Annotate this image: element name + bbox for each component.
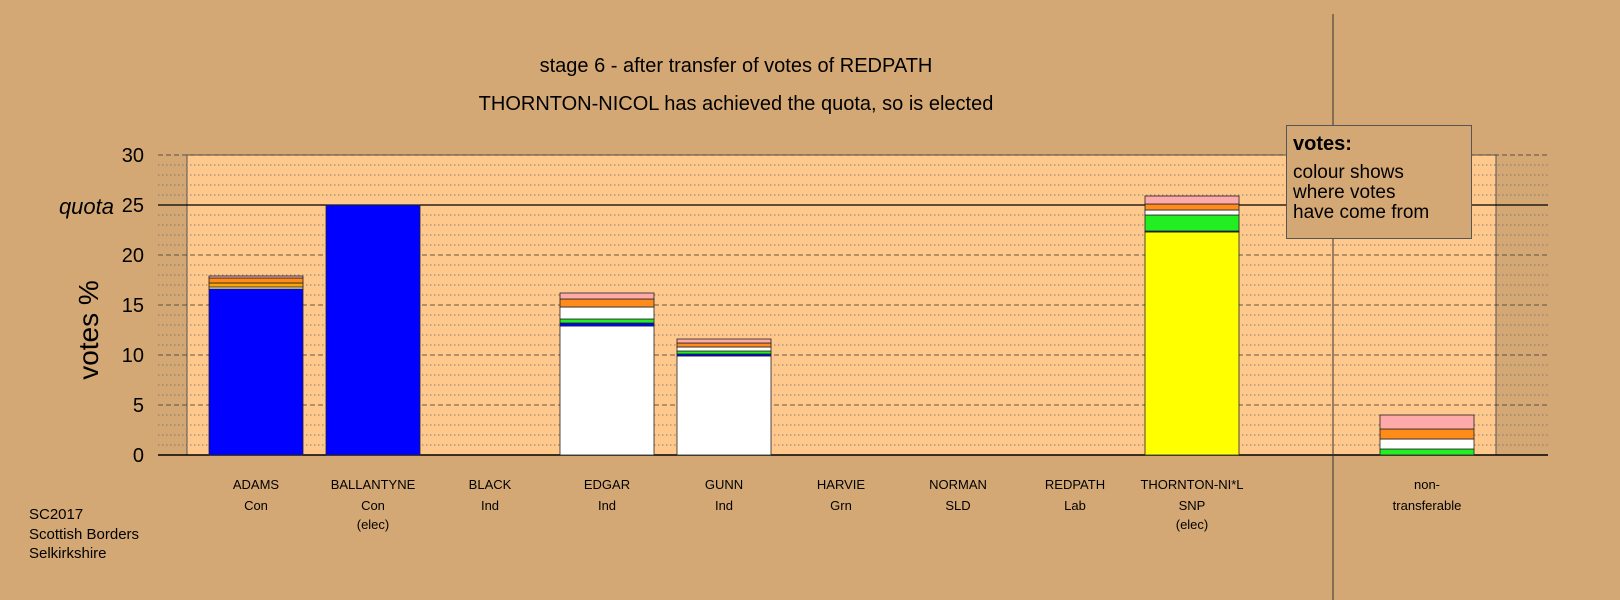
candidate-labels: ADAMS Con BALLANTYNE Con (elec) BLACK Ind EDGAR… xyxy=(233,477,1461,532)
chart-title: stage 6 - after transfer of votes of RED… xyxy=(540,55,933,77)
bar-segment xyxy=(559,325,655,456)
candidate-party: SLD xyxy=(945,498,970,513)
legend-line: have come from xyxy=(1293,202,1430,223)
candidate-name: REDPATH xyxy=(1045,477,1105,492)
y-tick-label: 0 xyxy=(133,445,144,467)
bar-segment xyxy=(559,322,655,327)
y-tick-label: 30 xyxy=(122,145,144,167)
legend-line: colour shows xyxy=(1293,162,1404,183)
elected-note: (elec) xyxy=(1176,517,1209,532)
candidate-party: Con xyxy=(361,498,385,513)
bar-segment xyxy=(1144,231,1240,456)
footer-line: Selkirkshire xyxy=(29,545,107,562)
candidate-party: Grn xyxy=(830,498,852,513)
bar-segment xyxy=(1144,214,1240,232)
nontransferable-label: non- xyxy=(1414,477,1440,492)
bar-segment xyxy=(325,204,421,456)
bar-segment xyxy=(1144,209,1240,216)
candidate-name: ADAMS xyxy=(233,477,280,492)
candidate-party: Ind xyxy=(481,498,499,513)
bar-segment xyxy=(208,275,304,279)
bar-segment xyxy=(208,277,304,284)
nontransferable-segment xyxy=(1379,414,1475,430)
bar-segment xyxy=(676,338,772,344)
candidate-name: BLACK xyxy=(469,477,512,492)
bar-segment xyxy=(676,350,772,355)
y-tick-label: 25 xyxy=(122,195,144,217)
bar-segment xyxy=(676,355,772,456)
nontransferable-segment xyxy=(1379,438,1475,450)
legend: votes: colour shows where votes have com… xyxy=(1286,125,1472,239)
y-tick-label: 15 xyxy=(122,295,144,317)
candidate-party: Lab xyxy=(1064,498,1086,513)
candidate-party: Ind xyxy=(715,498,733,513)
bar-segment xyxy=(559,298,655,308)
candidate-party: SNP xyxy=(1179,498,1206,513)
bar-segment xyxy=(208,288,304,456)
candidate-name: EDGAR xyxy=(584,477,630,492)
footer-line: SC2017 xyxy=(29,506,84,523)
y-tick-label: 20 xyxy=(122,245,144,267)
legend-title: votes: xyxy=(1293,133,1352,155)
candidate-name: NORMAN xyxy=(929,477,987,492)
y-tick-label: 10 xyxy=(122,345,144,367)
bar-segment xyxy=(1144,203,1240,211)
chart-subtitle: THORNTON-NICOL has achieved the quota, s… xyxy=(479,93,994,115)
bar-segment xyxy=(676,342,772,348)
elected-note: (elec) xyxy=(357,517,390,532)
y-tick-label: 5 xyxy=(133,395,144,417)
candidate-name: THORNTON-NI*L xyxy=(1140,477,1243,492)
bar-segment xyxy=(676,346,772,352)
bar-segment xyxy=(208,282,304,288)
y-axis-label: votes % xyxy=(73,280,104,380)
bar-segment xyxy=(559,318,655,324)
candidate-party: Con xyxy=(244,498,268,513)
bars xyxy=(208,195,1475,456)
legend-line: where votes xyxy=(1293,182,1396,203)
nontransferable-label: transferable xyxy=(1393,498,1462,513)
footer: SC2017 Scottish Borders Selkirkshire xyxy=(29,505,139,564)
candidate-name: GUNN xyxy=(705,477,743,492)
bar-segment xyxy=(559,292,655,300)
candidate-name: BALLANTYNE xyxy=(331,477,416,492)
candidate-name: HARVIE xyxy=(817,477,865,492)
nontransferable-segment xyxy=(1379,448,1475,456)
bar-segment xyxy=(559,306,655,320)
quota-label: quota xyxy=(59,194,114,219)
bar-segment xyxy=(1144,195,1240,205)
y-axis: 0 5 10 15 20 25 30 xyxy=(122,145,144,467)
footer-line: Scottish Borders xyxy=(29,525,140,543)
candidate-party: Ind xyxy=(598,498,616,513)
nontransferable-segment xyxy=(1379,428,1475,440)
